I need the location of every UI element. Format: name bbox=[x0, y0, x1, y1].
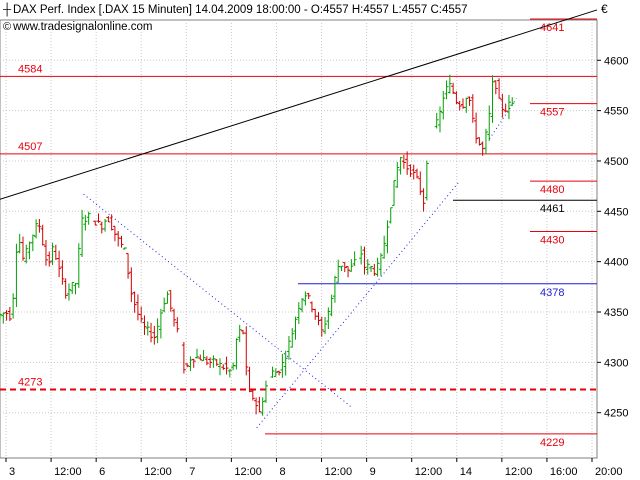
x-tick-label: 14 bbox=[460, 466, 472, 478]
level-label: 4480 bbox=[540, 184, 564, 196]
bar-chart-icon: ┼ bbox=[3, 4, 12, 16]
website-url: www.tradesignalonline.com bbox=[13, 21, 153, 33]
level-label: 4461 bbox=[540, 203, 564, 215]
x-tick-label: 12:00 bbox=[415, 466, 443, 478]
y-tick-label: 4500 bbox=[604, 156, 628, 168]
x-tick-label: 7 bbox=[189, 466, 195, 478]
x-tick-label: 9 bbox=[370, 466, 376, 478]
x-tick-label: 8 bbox=[279, 466, 285, 478]
x-tick-label: 20:00 bbox=[595, 466, 623, 478]
currency-label: € bbox=[601, 2, 608, 16]
level-label: 4584 bbox=[18, 63, 42, 75]
level-label: 4557 bbox=[540, 107, 564, 119]
level-label: 4229 bbox=[540, 437, 564, 449]
dotted-trend-line bbox=[83, 193, 353, 409]
x-tick-label: 12:00 bbox=[505, 466, 533, 478]
copyright-symbol: © bbox=[3, 21, 12, 33]
x-tick-label: 6 bbox=[99, 466, 105, 478]
chart-header: ┼ DAX Perf. Index [.DAX 15 Minuten] 14.04… bbox=[3, 4, 468, 16]
plot-frame bbox=[0, 19, 598, 459]
level-label: 4378 bbox=[540, 287, 564, 299]
y-tick-label: 4400 bbox=[604, 257, 628, 269]
y-tick-label: 4300 bbox=[604, 357, 628, 369]
y-tick-label: 4250 bbox=[604, 408, 628, 420]
x-tick-label: 12:00 bbox=[234, 466, 262, 478]
x-tick-label: 12:00 bbox=[325, 466, 353, 478]
x-tick-label: 12:00 bbox=[54, 466, 82, 478]
y-tick-label: 4600 bbox=[604, 55, 628, 67]
level-label: 4507 bbox=[18, 141, 42, 153]
y-tick-label: 4550 bbox=[604, 106, 628, 118]
y-tick-label: 4350 bbox=[604, 307, 628, 319]
chart-title: DAX Perf. Index [.DAX 15 Minuten] 14.04.… bbox=[13, 4, 468, 16]
level-label: 4641 bbox=[540, 22, 564, 34]
website-line: © www.tradesignalonline.com bbox=[3, 21, 152, 33]
level-label: 4273 bbox=[18, 377, 42, 389]
x-tick-label: 16:00 bbox=[550, 466, 578, 478]
dotted-trend-line bbox=[256, 180, 461, 429]
y-tick-label: 4450 bbox=[604, 206, 628, 218]
x-tick-label: 3 bbox=[9, 466, 15, 478]
trend-line bbox=[0, 9, 598, 200]
x-tick-label: 12:00 bbox=[144, 466, 172, 478]
level-label: 4430 bbox=[540, 234, 564, 246]
